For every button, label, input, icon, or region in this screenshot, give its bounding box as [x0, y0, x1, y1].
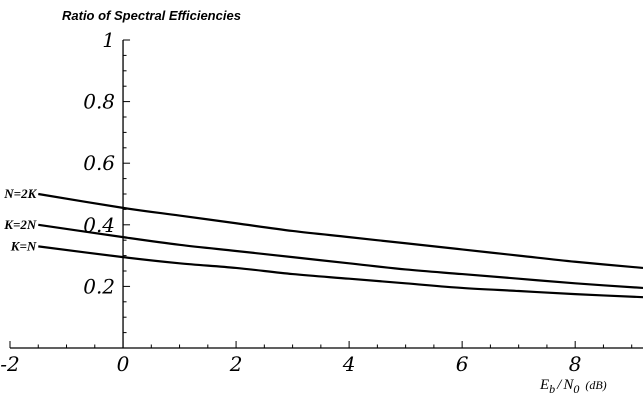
y-tick-label: 0.8	[83, 90, 115, 114]
x-tick-label: 0	[117, 352, 130, 376]
axes	[10, 40, 643, 349]
series	[38, 192, 643, 299]
series-line	[38, 192, 643, 270]
x-label-e: E	[539, 377, 549, 393]
ticks: -2 0 2 4 6 80.20.40.60.81	[0, 28, 633, 376]
x-label-n: N	[562, 377, 574, 393]
x-tick-label: 4	[342, 352, 356, 376]
x-label-slash: /	[556, 377, 563, 393]
x-label-unit: (dB)	[585, 378, 606, 392]
series-label: N=2K	[3, 186, 37, 201]
series-label: K=2N	[3, 217, 37, 232]
y-tick-label: 1	[102, 28, 115, 52]
x-tick-label: 2	[229, 352, 243, 376]
series-line	[38, 223, 643, 290]
x-tick-label: 6	[456, 352, 469, 376]
y-tick-label: 0.6	[83, 151, 115, 175]
series-label: K=N	[10, 238, 37, 253]
x-tick-label: 8	[569, 352, 582, 376]
y-tick-label: 0.2	[83, 274, 115, 298]
x-axis-label: Eb / N0 (dB)	[539, 377, 607, 396]
chart-title: Ratio of Spectral Efficiencies	[62, 8, 241, 23]
x-label-b: b	[549, 382, 555, 396]
x-label-zero: 0	[573, 382, 579, 396]
series-line	[38, 245, 643, 299]
x-tick-label: -2	[0, 352, 19, 376]
series-labels: N=2K K=2N K=N	[3, 186, 37, 253]
